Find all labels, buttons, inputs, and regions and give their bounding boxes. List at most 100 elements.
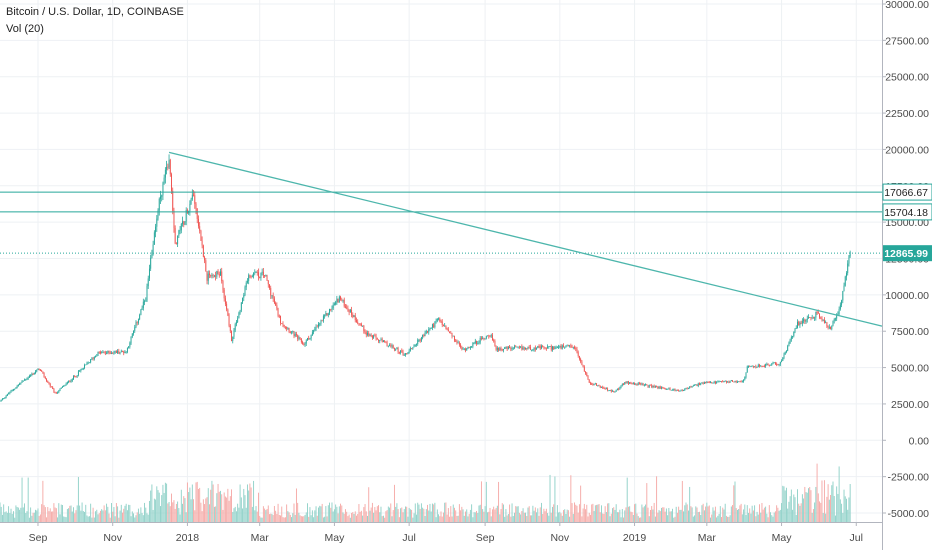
volume-bar: [562, 516, 563, 522]
volume-bar: [443, 513, 444, 522]
volume-bar: [159, 493, 160, 522]
candle-body: [85, 365, 86, 366]
volume-bar: [154, 499, 155, 522]
candle-body: [753, 366, 754, 367]
candle-body: [406, 353, 407, 354]
candle-body: [667, 389, 668, 390]
volume-bar: [136, 515, 137, 522]
candle-body: [612, 391, 613, 392]
candle-body: [798, 322, 799, 325]
y-tick-label: 5000.00: [891, 363, 929, 375]
candle-body: [156, 219, 157, 227]
candle-body: [232, 337, 233, 341]
candle-body: [491, 335, 492, 336]
candle-body: [770, 365, 771, 366]
volume-bar: [460, 510, 461, 522]
volume-bar: [83, 511, 84, 522]
candle-body: [546, 348, 547, 349]
volume-bar: [333, 511, 334, 522]
volume-bar: [748, 513, 749, 522]
volume-bar: [474, 512, 475, 522]
volume-bar: [764, 508, 765, 522]
candle-body: [207, 271, 208, 280]
candle-body: [40, 370, 41, 371]
candle-body: [703, 383, 704, 384]
volume-bar: [648, 508, 649, 522]
candle-body: [372, 335, 373, 337]
candle-body: [78, 371, 79, 375]
volume-bar: [513, 516, 514, 522]
volume-bar: [790, 496, 791, 522]
volume-bar: [301, 516, 302, 522]
volume-bar: [629, 506, 630, 522]
candle-body: [253, 273, 254, 277]
volume-bar: [727, 517, 728, 522]
candle-body: [153, 245, 154, 252]
candle-body: [679, 391, 680, 392]
candle-body: [434, 322, 435, 327]
candle-body: [29, 376, 30, 378]
volume-bar: [172, 502, 173, 522]
volume-bar: [627, 478, 628, 522]
volume-bar: [354, 514, 355, 522]
candle-body: [325, 313, 326, 315]
volume-bar: [25, 513, 26, 522]
candle-body: [389, 345, 390, 346]
candle-body: [75, 376, 76, 377]
volume-bar: [260, 517, 261, 522]
candle-body: [400, 350, 401, 352]
volume-bar: [253, 481, 254, 522]
volume-bar: [366, 511, 367, 522]
candle-body: [345, 307, 346, 308]
candle-body: [655, 386, 656, 387]
volume-bar: [736, 508, 737, 522]
volume-bar: [192, 485, 193, 522]
candle-body: [121, 351, 122, 353]
volume-bar: [313, 517, 314, 522]
volume-bar: [290, 515, 291, 522]
candle-body: [585, 372, 586, 374]
candle-body: [579, 356, 580, 359]
volume-bar: [286, 504, 287, 522]
candle-body: [336, 299, 337, 303]
candle-body: [436, 321, 437, 322]
candle-body: [150, 258, 151, 269]
volume-bar: [384, 518, 385, 522]
volume-bar: [12, 514, 13, 522]
volume-bar: [638, 516, 639, 522]
candle-body: [182, 221, 183, 224]
volume-bar: [442, 517, 443, 522]
candle-body: [730, 381, 731, 383]
candle-body: [790, 339, 791, 343]
volume-bar: [95, 511, 96, 522]
volume-bar: [693, 517, 694, 522]
price-label-text: 17066.67: [884, 187, 928, 199]
candle-body: [503, 349, 504, 350]
candle-body: [470, 347, 471, 348]
candle-body: [159, 199, 160, 211]
candle-body: [399, 352, 400, 353]
volume-bar: [203, 499, 204, 522]
candle-body: [818, 312, 819, 313]
volume-bar: [259, 516, 260, 522]
volume-bar: [556, 517, 557, 522]
volume-bar: [6, 511, 7, 522]
volume-bar: [340, 504, 341, 522]
candle-body: [193, 195, 194, 196]
volume-bar: [572, 503, 573, 522]
candle-body: [178, 230, 179, 235]
candle-body: [514, 347, 515, 348]
volume-bar: [792, 510, 793, 522]
candle-body: [750, 366, 751, 367]
volume-bar: [525, 513, 526, 522]
volume-bar: [128, 505, 129, 522]
volume-bar: [276, 514, 277, 522]
symbol-title: Bitcoin / U.S. Dollar, 1D, COINBASE: [6, 4, 184, 21]
candle-body: [24, 380, 25, 381]
candle-body: [218, 271, 219, 274]
volume-bar: [681, 510, 682, 522]
volume-bar: [521, 511, 522, 522]
